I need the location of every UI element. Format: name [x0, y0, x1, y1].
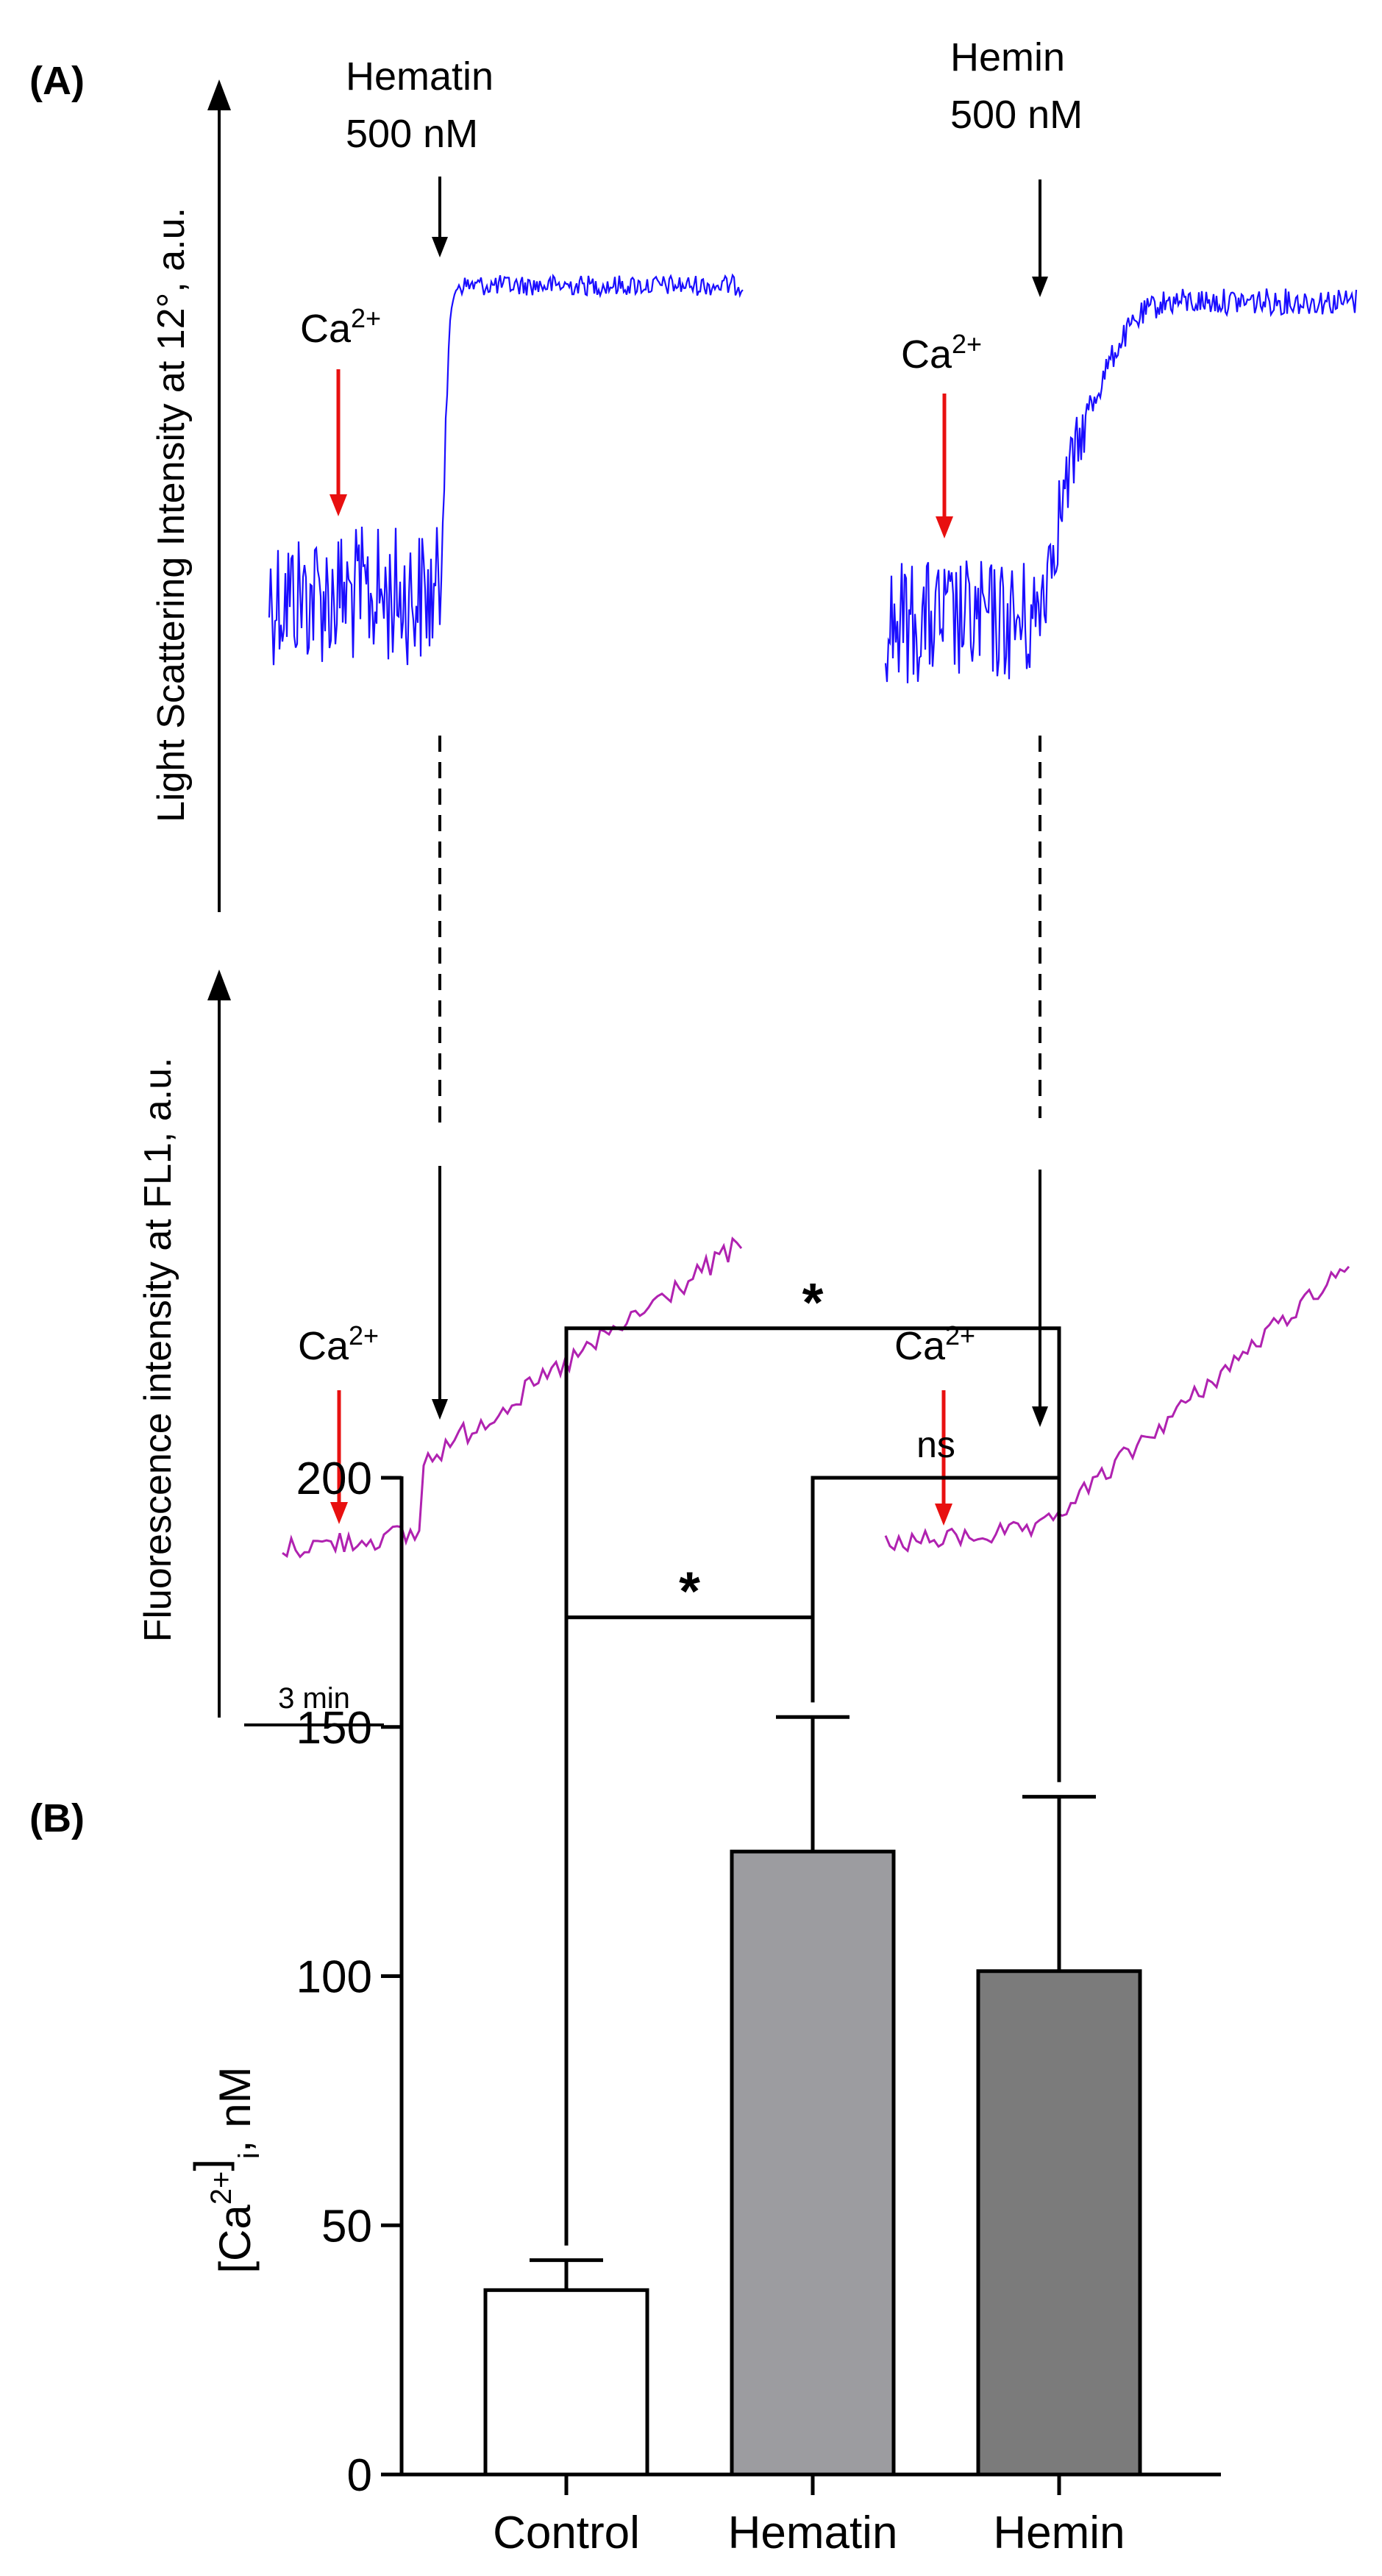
hematin-scatter-trace: [268, 273, 744, 666]
significance-label-0: *: [679, 1561, 700, 1622]
hemin-dose-label: 500 nM: [950, 93, 1083, 137]
hemin-arrow-top: [1032, 179, 1048, 297]
ca-arrow-hemin-top: [936, 394, 953, 538]
ca-arrow-hemin-bottom: [935, 1390, 952, 1526]
ca-label-hematin-bottom: Ca2+: [298, 1320, 379, 1368]
y-tick-label: 150: [296, 1703, 372, 1754]
bar-hemin: [976, 1969, 1142, 2477]
hematin-arrow-bottom: [432, 1166, 448, 1420]
bar-chart: [Ca2+]i, nM 0 50 100 150 200 Control Hematin He…: [185, 1272, 1221, 2558]
y-axis-label: [Ca2+]i, nM: [185, 2066, 266, 2273]
scale-bar-label: 3 min: [278, 1682, 350, 1715]
ca-label-hemin-bottom: Ca2+: [894, 1320, 975, 1368]
bar-hematin: [730, 1849, 896, 2477]
hematin-fluorescence-trace: [282, 1237, 743, 1559]
panel-a-label: (A): [29, 59, 85, 103]
bar-control: [483, 2288, 649, 2477]
hemin-agent-label: Hemin: [950, 35, 1065, 79]
hemin-scatter-trace: [884, 288, 1358, 683]
hemin-fluorescence-trace: [884, 1265, 1350, 1553]
x-tick-label-hematin: Hematin: [728, 2508, 898, 2558]
x-tick-label-hemin: Hemin: [993, 2508, 1125, 2558]
significance-label-1: ns: [916, 1424, 955, 1465]
y-tick-label: 100: [296, 1952, 372, 2003]
scatter-axis-label: Light Scattering Intensity at 12°, a.u.: [150, 207, 193, 822]
y-tick-label: 50: [321, 2201, 372, 2252]
hematin-agent-label: Hematin: [346, 54, 494, 99]
hemin-arrow-bottom: [1032, 1170, 1048, 1427]
ca-label-hemin-top: Ca2+: [901, 329, 982, 377]
ca-arrow-hematin-bottom: [330, 1390, 348, 1524]
scatter-axis: [207, 79, 231, 912]
significance-bracket-2: [564, 1326, 1061, 2246]
hematin-arrow-top: [432, 177, 448, 257]
x-tick-label-control: Control: [493, 2508, 640, 2558]
fluor-axis-label: Fluorescence intensity at FL1, a.u.: [137, 1058, 179, 1643]
ca-arrow-hematin-top: [330, 369, 347, 516]
significance-label-2: *: [802, 1272, 824, 1333]
fluor-axis: [207, 969, 231, 1718]
ca-label-hematin-top: Ca2+: [300, 303, 381, 351]
panel-b-label: (B): [29, 1796, 85, 1840]
y-tick-label: 0: [347, 2450, 372, 2501]
significance-bracket-1: [811, 1476, 1061, 1782]
y-tick-label: 200: [296, 1454, 372, 1504]
hematin-dose-label: 500 nM: [346, 112, 478, 156]
